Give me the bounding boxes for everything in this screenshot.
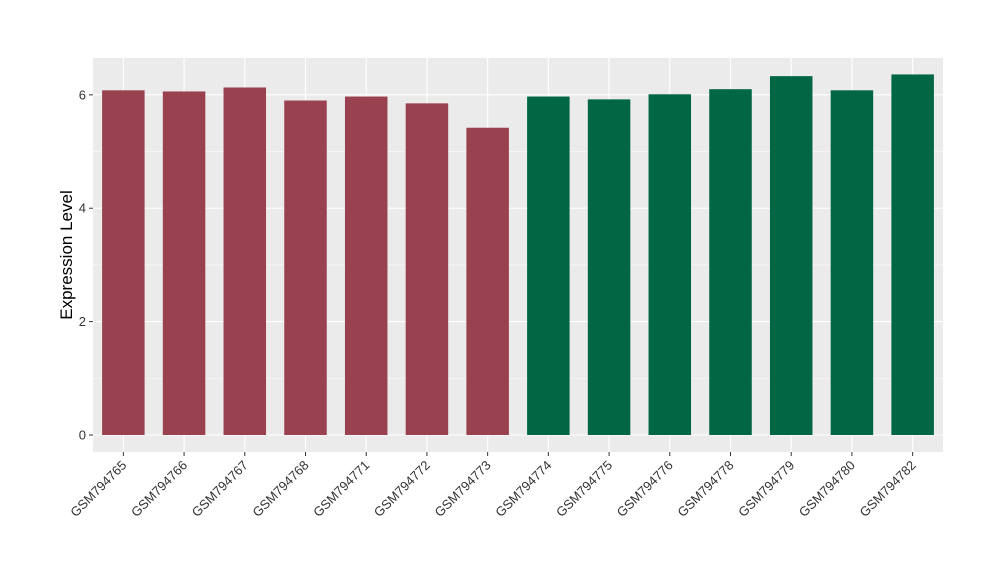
x-tick-label: GSM794775 <box>553 458 615 520</box>
x-tick-label: GSM794773 <box>432 458 494 520</box>
x-axis-ticks: GSM794765GSM794766GSM794767GSM794768GSM7… <box>67 452 919 520</box>
x-tick-label: GSM794782 <box>857 458 919 520</box>
y-tick-label: 6 <box>79 87 86 102</box>
bar-GSM794773 <box>466 127 509 435</box>
y-tick-label: 4 <box>79 201 86 216</box>
x-tick-label: GSM794765 <box>67 458 129 520</box>
bar-GSM794774 <box>527 96 570 435</box>
y-tick-label: 2 <box>79 314 86 329</box>
bar-GSM794779 <box>769 76 813 435</box>
bar-GSM794772 <box>405 103 449 435</box>
bar-GSM794775 <box>587 99 631 435</box>
bar-GSM794780 <box>830 90 874 435</box>
x-tick-label: GSM794768 <box>249 458 311 520</box>
bar-GSM794765 <box>102 90 145 435</box>
bar-GSM794782 <box>891 74 934 435</box>
x-tick-label: GSM794778 <box>674 458 736 520</box>
x-tick-label: GSM794779 <box>735 458 797 520</box>
y-axis-title: Expression Level <box>57 190 76 319</box>
bar-GSM794767 <box>223 87 267 435</box>
bar-GSM794771 <box>344 96 388 435</box>
x-tick-label: GSM794780 <box>796 458 858 520</box>
x-tick-label: GSM794767 <box>189 458 251 520</box>
x-tick-label: GSM794766 <box>128 458 190 520</box>
x-tick-label: GSM794774 <box>492 458 554 520</box>
bar-GSM794768 <box>284 100 327 435</box>
bar-GSM794776 <box>648 94 692 435</box>
bars <box>102 74 934 435</box>
x-tick-label: GSM794772 <box>371 458 433 520</box>
bar-GSM794778 <box>709 89 752 435</box>
x-tick-label: GSM794771 <box>310 458 372 520</box>
y-tick-label: 0 <box>79 427 86 442</box>
x-tick-label: GSM794776 <box>614 458 676 520</box>
plot-panel <box>93 58 943 452</box>
bar-GSM794766 <box>162 91 206 435</box>
y-axis-ticks: 0 2 4 6 <box>79 87 93 442</box>
